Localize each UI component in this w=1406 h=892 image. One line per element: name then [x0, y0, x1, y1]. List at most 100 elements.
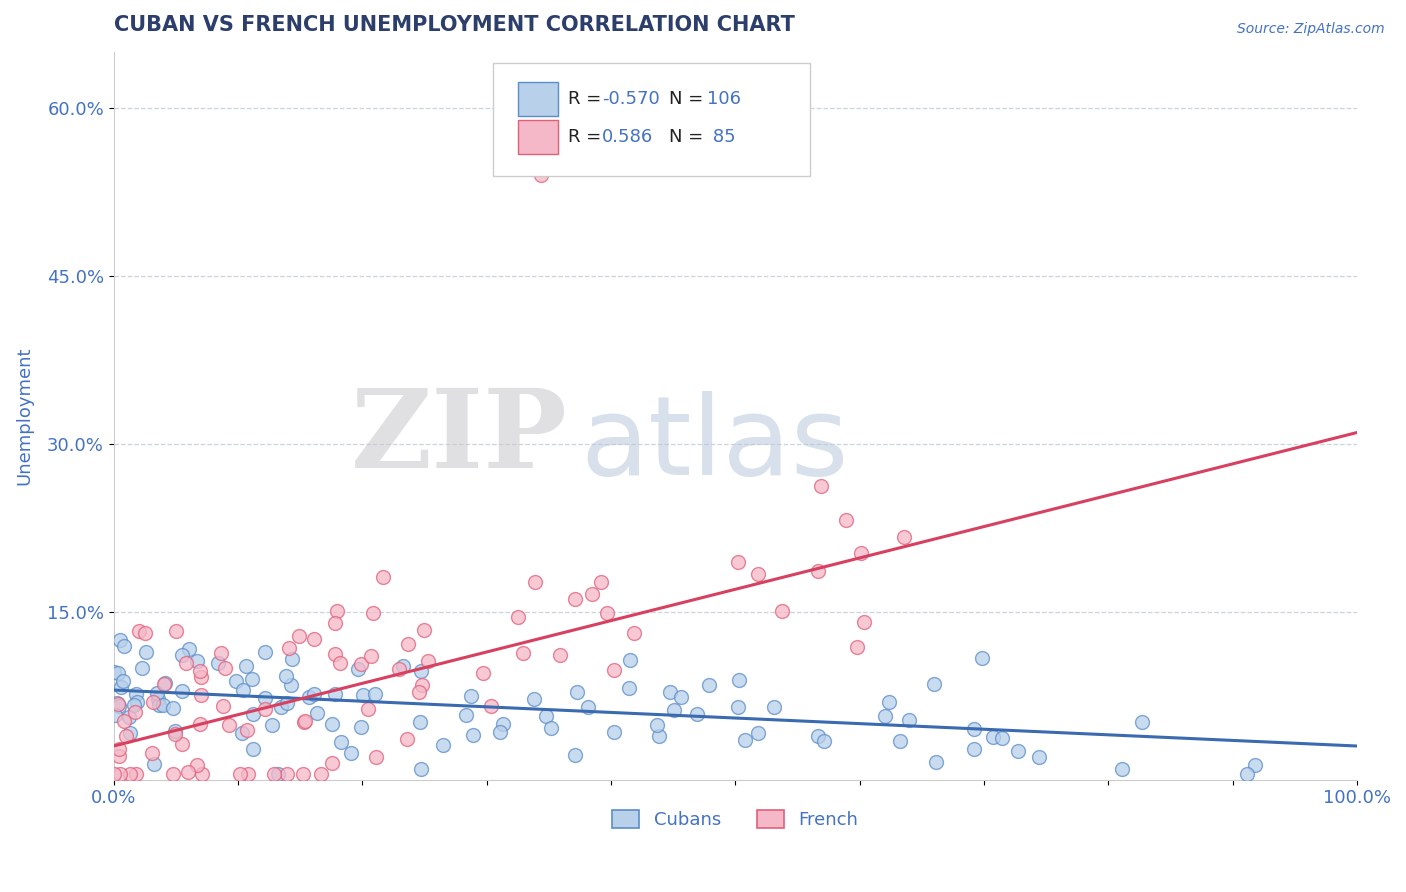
- Point: [813, 734, 835, 748]
- Point: [392, 659, 415, 673]
- Point: [274, 669, 297, 683]
- Point: [108, 741, 131, 756]
- Point: [152, 698, 174, 712]
- Point: [177, 764, 200, 779]
- Text: ZIP: ZIP: [350, 384, 568, 491]
- Point: [530, 168, 553, 182]
- Point: [409, 714, 432, 729]
- Point: [512, 647, 534, 661]
- Point: [276, 767, 298, 781]
- Point: [267, 767, 290, 781]
- Point: [294, 714, 316, 729]
- Point: [325, 615, 347, 630]
- Point: [298, 690, 321, 704]
- Point: [329, 657, 352, 671]
- Point: [396, 637, 419, 651]
- Point: [603, 664, 626, 678]
- Point: [581, 586, 603, 600]
- Point: [231, 726, 253, 740]
- Point: [411, 678, 433, 692]
- Legend: Cubans, French: Cubans, French: [605, 802, 866, 836]
- Text: Source: ZipAtlas.com: Source: ZipAtlas.com: [1237, 22, 1385, 37]
- Point: [291, 767, 314, 781]
- Point: [165, 624, 187, 638]
- Text: R =: R =: [568, 90, 606, 108]
- Point: [508, 610, 530, 624]
- Point: [770, 604, 793, 618]
- Point: [162, 767, 184, 781]
- Point: [148, 692, 170, 706]
- Point: [229, 767, 252, 781]
- Point: [235, 659, 257, 673]
- Point: [352, 688, 374, 702]
- Point: [191, 767, 214, 781]
- Point: [807, 564, 830, 578]
- Point: [925, 755, 948, 769]
- Point: [124, 705, 146, 719]
- Point: [970, 651, 993, 665]
- Point: [548, 648, 571, 662]
- Point: [364, 749, 387, 764]
- Point: [361, 606, 384, 620]
- Point: [991, 731, 1014, 745]
- Point: [340, 746, 363, 760]
- Point: [647, 718, 669, 732]
- Point: [107, 666, 129, 681]
- Point: [108, 698, 131, 713]
- Point: [889, 733, 911, 747]
- Point: [122, 698, 145, 713]
- Point: [734, 732, 756, 747]
- Point: [491, 716, 513, 731]
- Point: [172, 683, 194, 698]
- Point: [396, 731, 419, 746]
- Point: [835, 513, 858, 527]
- Point: [142, 695, 165, 709]
- Point: [412, 623, 434, 637]
- Point: [270, 700, 292, 714]
- Point: [281, 652, 304, 666]
- Point: [103, 767, 125, 781]
- Point: [253, 691, 276, 706]
- Point: [118, 726, 141, 740]
- Point: [623, 625, 645, 640]
- Point: [254, 645, 277, 659]
- Point: [565, 685, 588, 699]
- Point: [263, 767, 285, 781]
- Point: [104, 707, 127, 722]
- Point: [186, 758, 208, 772]
- Point: [125, 767, 148, 781]
- Point: [309, 767, 332, 781]
- Point: [853, 615, 876, 629]
- Point: [179, 642, 201, 657]
- Point: [212, 699, 235, 714]
- Point: [105, 697, 128, 711]
- Point: [747, 567, 769, 582]
- Point: [112, 639, 135, 653]
- Point: [292, 714, 315, 729]
- Point: [302, 632, 325, 646]
- Point: [471, 666, 494, 681]
- Point: [209, 646, 232, 660]
- Point: [699, 678, 721, 692]
- Point: [190, 670, 212, 684]
- Point: [190, 664, 212, 678]
- Point: [388, 662, 411, 676]
- Point: [148, 698, 170, 713]
- Point: [408, 685, 430, 699]
- Point: [357, 702, 380, 716]
- Point: [323, 687, 346, 701]
- Point: [350, 657, 373, 672]
- FancyBboxPatch shape: [517, 82, 558, 116]
- Point: [235, 723, 257, 737]
- Point: [849, 546, 872, 560]
- Text: N =: N =: [669, 128, 710, 146]
- Point: [162, 701, 184, 715]
- Point: [411, 664, 433, 678]
- Point: [330, 735, 353, 749]
- Point: [232, 683, 254, 698]
- Point: [489, 725, 512, 739]
- Point: [170, 737, 193, 751]
- FancyBboxPatch shape: [517, 120, 558, 153]
- Point: [685, 706, 707, 721]
- Point: [763, 699, 786, 714]
